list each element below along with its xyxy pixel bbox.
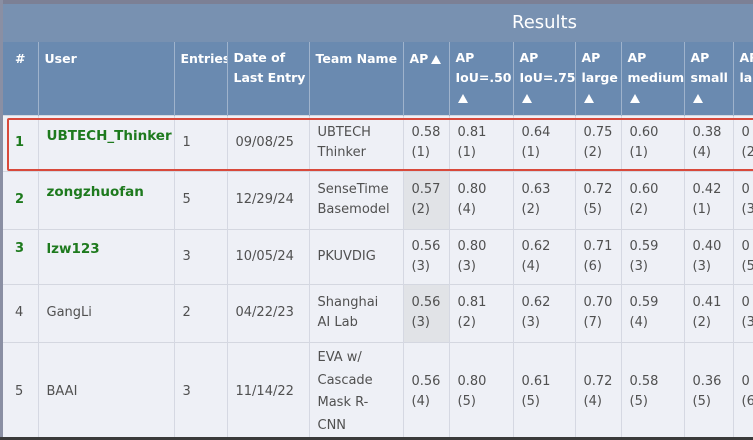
user-cell[interactable]: GangLi [38,283,175,342]
entries-cell: 1 [174,114,228,171]
entries-cell: 2 [174,283,228,342]
team-cell: UBTECH Thinker [309,114,404,171]
top-border [0,0,753,4]
ar-large-cell: 0(3 [733,170,753,229]
col-rank-header[interactable]: # [3,42,39,115]
rank-cell: 2 [3,170,39,229]
date-cell: 09/08/25 [227,114,310,171]
col-ar-large-header[interactable]: AR la [733,42,753,115]
team-cell: PKUVDIG [309,228,404,284]
ap75-cell: 0.63 (2) [513,170,576,229]
ar-large-cell: 0(2 [733,114,753,171]
ap-medium-cell: 0.58 (5) [621,341,685,440]
ap75-cell: 0.64 (1) [513,114,576,171]
ap-medium-cell: 0.60 (1) [621,114,685,171]
results-header-bar: Results [0,4,753,42]
date-cell: 04/22/23 [227,283,310,342]
ap-cell: 0.57 (2) [403,170,450,229]
ap-cell: 0.56 (4) [403,341,450,440]
user-cell[interactable]: UBTECH_Thinker [38,114,175,171]
ap-medium-cell: 0.59 (4) [621,283,685,342]
ap50-cell: 0.81 (1) [449,114,514,171]
col-ap50-header[interactable]: AP IoU=.50 [449,42,514,115]
ap-medium-cell: 0.59 (3) [621,228,685,284]
table-row[interactable]: 2 zongzhuofan 5 12/29/24 SenseTime Basemo… [3,170,753,229]
ap75-cell: 0.62 (4) [513,228,576,284]
ap-cell: 0.58 (1) [403,114,450,171]
date-cell: 12/29/24 [227,170,310,229]
entries-cell: 5 [174,170,228,229]
ap75-cell: 0.62 (3) [513,283,576,342]
ap-cell: 0.56 (3) [403,228,450,284]
ap50-cell: 0.80 (5) [449,341,514,440]
col-team-header[interactable]: Team Name [309,42,404,115]
header-row: # User Entries Date of Last Entry Team N… [3,42,753,115]
col-ap-medium-header[interactable]: AP medium [621,42,685,115]
ar-large-cell: 0(6 [733,341,753,440]
ap-large-cell: 0.72 (4) [575,341,622,440]
user-cell[interactable]: lzw123 [38,228,175,284]
rank-cell: 4 [3,283,39,342]
ar-large-cell: 0(5 [733,228,753,284]
rank-cell: 5 [3,341,39,440]
col-ap-small-header[interactable]: AP small [684,42,734,115]
sort-up-icon [629,94,640,103]
user-cell[interactable]: BAAI [38,341,175,440]
ap50-cell: 0.81 (2) [449,283,514,342]
results-title: Results [512,12,577,33]
leaderboard-table: # User Entries Date of Last Entry Team N… [3,42,753,440]
ap-small-cell: 0.38 (4) [684,114,734,171]
entries-cell: 3 [174,228,228,284]
date-cell: 10/05/24 [227,228,310,284]
ap50-cell: 0.80 (4) [449,170,514,229]
col-date-header[interactable]: Date of Last Entry [227,42,310,115]
rank-cell: 1 [3,114,39,171]
rank-cell: 3 [3,228,39,284]
col-ap-large-header[interactable]: AP large [575,42,622,115]
ar-large-cell: 0(3 [733,283,753,342]
col-user-header[interactable]: User [38,42,175,115]
ap-large-cell: 0.75 (2) [575,114,622,171]
ap75-cell: 0.61 (5) [513,341,576,440]
ap50-cell: 0.80 (3) [449,228,514,284]
sort-up-icon [692,94,703,103]
sort-up-icon [457,94,468,103]
team-cell: EVA w/ Cascade Mask R- CNN [309,341,404,440]
sort-up-icon [431,55,442,64]
ap-large-cell: 0.72 (5) [575,170,622,229]
table-row[interactable]: 4 GangLi 2 04/22/23 Shanghai AI Lab 0.56(… [3,283,753,342]
sort-up-icon [521,94,532,103]
user-cell[interactable]: zongzhuofan [38,170,175,229]
ap-large-cell: 0.71 (6) [575,228,622,284]
col-ap75-header[interactable]: AP IoU=.75 [513,42,576,115]
team-cell: Shanghai AI Lab [309,283,404,342]
ap-small-cell: 0.40 (3) [684,228,734,284]
ap-small-cell: 0.41 (2) [684,283,734,342]
ap-small-cell: 0.36 (5) [684,341,734,440]
date-cell: 11/14/22 [227,341,310,440]
table-row[interactable]: 1 UBTECH_Thinker 1 09/08/25 UBTECH Thinke… [3,114,753,171]
ap-medium-cell: 0.60 (2) [621,170,685,229]
table-row[interactable]: 5 BAAI 3 11/14/22 EVA w/ Cascade Mask R-… [3,341,753,440]
left-border [0,0,3,440]
bottom-border [0,437,753,440]
ap-small-cell: 0.42 (1) [684,170,734,229]
team-cell: SenseTime Basemodel [309,170,404,229]
ap-large-cell: 0.70 (7) [575,283,622,342]
ap-cell: 0.56 (3) [403,283,450,342]
entries-cell: 3 [174,341,228,440]
sort-up-icon [583,94,594,103]
col-ap-header[interactable]: AP [403,42,450,115]
table-row[interactable]: 3 lzw123 3 10/05/24 PKUVDIG 0.56 (3) 0.80… [3,228,753,284]
col-entries-header[interactable]: Entries [174,42,228,115]
